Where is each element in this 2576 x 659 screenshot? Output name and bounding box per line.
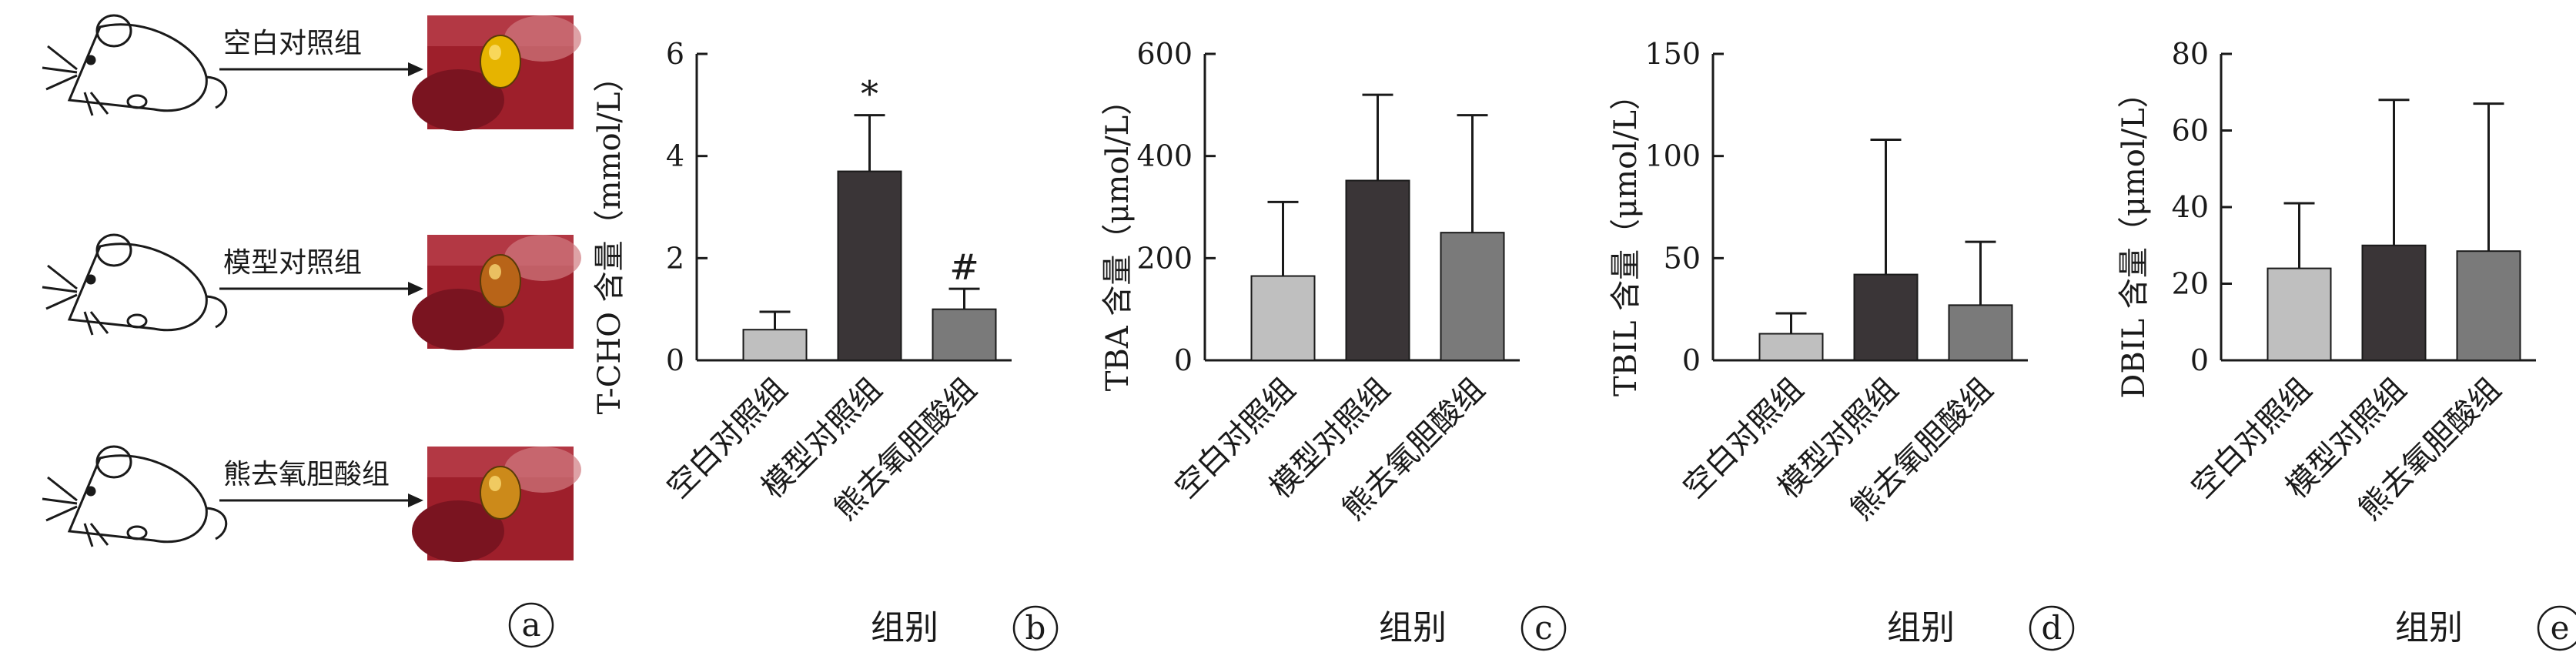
- arrow-head-icon: [408, 493, 423, 507]
- panel-letter: d: [2042, 609, 2062, 647]
- y-axis-label: TBIL 含量（μmol/L）: [1608, 79, 1644, 396]
- panel-a-group-label: 空白对照组: [223, 28, 362, 59]
- y-tick-label: 400: [1136, 139, 1193, 173]
- liver-gallbladder-photo-normal: [412, 15, 581, 131]
- mouse-line-drawing-icon: [42, 445, 228, 547]
- y-axis-label: T-CHO 含量（mmol/L）: [592, 62, 627, 415]
- bar: [932, 308, 997, 361]
- y-tick-label: 6: [666, 37, 684, 71]
- mouse-line-drawing-icon: [42, 14, 228, 116]
- panel-a-group-label: 熊去氧胆酸组: [223, 459, 390, 490]
- y-tick-label: 600: [1136, 37, 1193, 71]
- significance-label: *: [861, 73, 878, 115]
- bar: [1853, 273, 1919, 361]
- y-tick-label: 2: [666, 241, 684, 275]
- y-tick-label: 200: [1136, 241, 1193, 275]
- mouse-line-drawing-icon: [42, 233, 228, 336]
- panel-letter-circle: [1521, 605, 1567, 651]
- y-tick-label: 20: [2172, 267, 2209, 301]
- y-axis-label: DBIL 含量（μmol/L）: [2116, 77, 2152, 398]
- arrow-head-icon: [408, 282, 423, 296]
- bar: [1758, 333, 1824, 361]
- x-axis-label: 组别: [1379, 608, 1447, 647]
- panel-letter-circle: [2537, 605, 2576, 651]
- y-tick-label: 0: [1682, 343, 1701, 377]
- panel-a-row: 熊去氧胆酸组: [42, 445, 581, 562]
- y-tick-label: 100: [1644, 139, 1701, 173]
- y-tick-label: 4: [666, 139, 684, 173]
- panel-a-row: 空白对照组: [42, 14, 581, 131]
- significance-label: #: [949, 246, 979, 288]
- x-axis-label: 组别: [2395, 608, 2463, 647]
- y-tick-label: 50: [1664, 241, 1701, 275]
- bar: [2456, 250, 2521, 361]
- y-tick-label: 0: [666, 343, 684, 377]
- panel-letter: b: [1025, 609, 1046, 647]
- panel-a-row: 模型对照组: [42, 233, 581, 350]
- bar: [2267, 267, 2332, 362]
- bar: [1440, 232, 1505, 361]
- panel-letter: c: [1534, 609, 1553, 647]
- panel-letter-circle: [508, 602, 554, 648]
- panel-letter-circle: [2029, 605, 2075, 651]
- bar: [2361, 244, 2427, 361]
- bar: [1250, 275, 1316, 361]
- liver-gallbladder-photo-udca: [412, 447, 581, 562]
- x-axis-label: 组别: [871, 608, 938, 647]
- arrow-head-icon: [408, 62, 423, 76]
- bar: [1948, 304, 2013, 361]
- bar: [1345, 179, 1410, 361]
- y-axis-label: TBA 含量（μmol/L）: [1100, 85, 1136, 392]
- y-tick-label: 0: [1174, 343, 1193, 377]
- y-tick-label: 40: [2172, 190, 2209, 224]
- y-tick-label: 60: [2172, 114, 2209, 148]
- y-tick-label: 150: [1644, 37, 1701, 71]
- y-tick-label: 0: [2190, 343, 2209, 377]
- panel-letter: a: [521, 606, 540, 644]
- x-axis-label: 组别: [1887, 608, 1955, 647]
- liver-gallbladder-photo-model: [412, 235, 581, 350]
- y-tick-label: 80: [2172, 37, 2209, 71]
- bar: [742, 329, 808, 362]
- panel-letter: e: [2551, 609, 2570, 647]
- bar: [837, 170, 902, 361]
- panel-letter-circle: [1012, 605, 1059, 651]
- panel-a-group-label: 模型对照组: [223, 247, 362, 279]
